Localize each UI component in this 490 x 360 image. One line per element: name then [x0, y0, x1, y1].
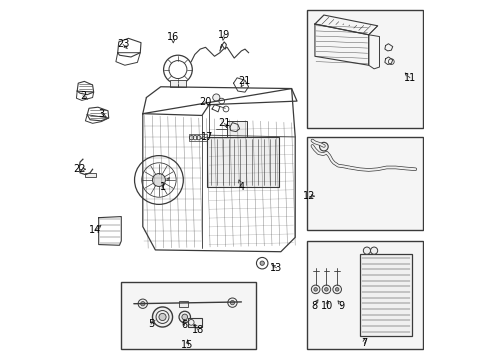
- Circle shape: [141, 302, 145, 306]
- Circle shape: [159, 314, 166, 320]
- Circle shape: [314, 288, 318, 291]
- Bar: [207, 137, 279, 187]
- Circle shape: [335, 288, 339, 291]
- Text: 3: 3: [98, 109, 105, 119]
- Text: 8: 8: [311, 301, 317, 311]
- Circle shape: [322, 285, 331, 294]
- Circle shape: [152, 174, 166, 186]
- Text: 5: 5: [148, 319, 154, 329]
- Text: 13: 13: [270, 263, 283, 273]
- Text: 23: 23: [117, 40, 129, 49]
- Text: 21: 21: [219, 118, 231, 128]
- Text: 20: 20: [199, 97, 212, 107]
- Circle shape: [228, 298, 237, 307]
- Bar: [170, 80, 186, 87]
- Circle shape: [213, 94, 220, 101]
- Text: 2: 2: [80, 91, 86, 101]
- Text: 17: 17: [201, 132, 214, 142]
- Text: 19: 19: [218, 30, 230, 40]
- Text: 18: 18: [192, 325, 204, 334]
- Text: 1: 1: [159, 182, 166, 192]
- Circle shape: [182, 314, 188, 320]
- Text: 4: 4: [238, 182, 245, 192]
- Text: 9: 9: [339, 301, 345, 311]
- Text: 22: 22: [73, 164, 86, 174]
- Circle shape: [311, 285, 320, 294]
- Bar: [189, 134, 207, 141]
- Text: 11: 11: [404, 73, 416, 83]
- Circle shape: [138, 299, 147, 309]
- Bar: [122, 282, 256, 348]
- Text: 12: 12: [303, 191, 315, 201]
- Circle shape: [260, 261, 265, 265]
- Bar: [307, 137, 422, 230]
- Circle shape: [364, 247, 370, 254]
- Text: 6: 6: [181, 320, 187, 330]
- Bar: [188, 318, 202, 327]
- Circle shape: [319, 142, 328, 151]
- Text: 14: 14: [89, 225, 101, 235]
- Circle shape: [179, 311, 191, 323]
- Circle shape: [333, 285, 342, 294]
- Bar: [227, 121, 247, 137]
- Bar: [360, 253, 412, 336]
- Bar: [85, 173, 96, 177]
- Bar: [307, 10, 422, 128]
- Bar: [179, 301, 188, 307]
- Text: 15: 15: [181, 340, 194, 350]
- Circle shape: [324, 288, 328, 291]
- Circle shape: [370, 247, 378, 254]
- Bar: [307, 241, 422, 348]
- Text: 16: 16: [167, 32, 179, 41]
- Text: 7: 7: [361, 338, 368, 348]
- Circle shape: [230, 301, 235, 305]
- Text: 10: 10: [321, 301, 334, 311]
- Circle shape: [152, 307, 172, 327]
- Text: 21: 21: [238, 76, 250, 86]
